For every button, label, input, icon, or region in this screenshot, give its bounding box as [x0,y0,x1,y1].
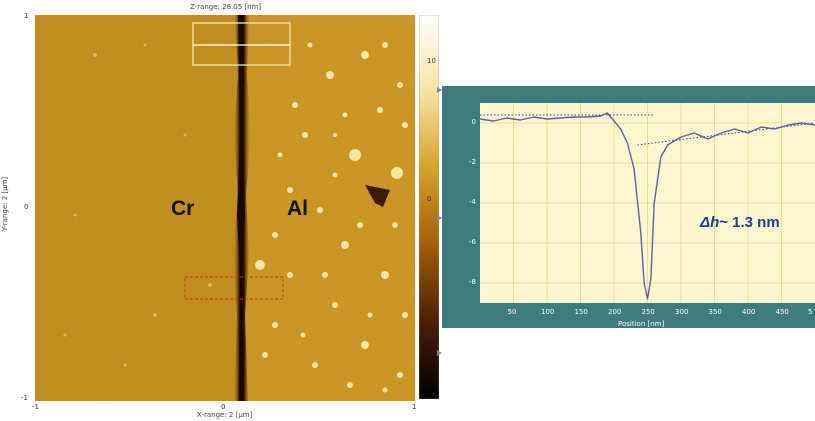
x-tick-label: 100 [541,308,555,316]
x-tick-right: 1 [412,403,417,411]
y-tick-label: 0 [471,118,476,126]
al-label: Al [287,197,308,220]
height-colorbar [419,15,439,399]
al-grains [255,42,408,393]
x-tick-left: -1 [32,403,39,411]
profile-plot-area [480,103,815,303]
x-tick-label: 50 [507,308,517,316]
delta-h-value: ~ 1.3 nm [719,214,780,231]
x-tick-label: 350 [708,308,722,316]
profile-plot-panel: 0 -2 -4 -6 -8 50 100 150 200 250 300 350 400 450 5 Po… [442,86,815,328]
x-tick-label: 450 [775,308,789,316]
x-tick-label: 150 [574,308,588,316]
x-tick-label: 200 [608,308,622,316]
colorbar-tick-low: -10 [424,333,436,341]
delta-h-symbol: Δh [700,214,720,231]
profile-series-line [480,112,815,300]
z-range-label: Z-range: 28.05 [nm] [190,3,262,11]
y-tick-label: -8 [469,278,476,286]
baseline-fit-line [637,122,815,146]
colorbar-marker-bottom[interactable] [437,350,442,356]
profile-selection-box[interactable] [192,22,291,66]
y-tick-top: 1 [24,12,29,20]
x-tick-label: 300 [675,308,689,316]
y-tick-label: -2 [469,158,476,166]
colorbar-marker-mid[interactable] [437,215,442,221]
colorbar-tick-high: 10 [427,57,436,65]
afm-topography-image [35,15,415,401]
x-tick-mid: 0 [221,403,226,411]
y-tick-label: -6 [469,238,476,246]
y-tick-bottom: -1 [21,394,28,402]
profile-chart [480,103,815,303]
cr-label: Cr [171,197,195,220]
x-tick-label: 250 [641,308,655,316]
step-height-annotation: Δh~ 1.3 nm [700,214,780,231]
colorbar-tick-zero: 0 [427,195,432,203]
afm-image-panel: Z-range: 28.05 [nm] Y-range: 2 [µm] [1,3,442,419]
y-tick-label: -4 [469,198,476,206]
x-range-label: X-range: 2 [µm] [197,411,253,419]
x-axis-title: Position [nm] [618,320,665,328]
y-range-label: Y-range: 2 [µm] [1,176,10,232]
x-tick-label: 400 [742,308,756,316]
x-tick-label: 5 [808,308,813,316]
colorbar-marker-top[interactable] [437,87,442,93]
y-tick-mid: 0 [24,203,29,211]
